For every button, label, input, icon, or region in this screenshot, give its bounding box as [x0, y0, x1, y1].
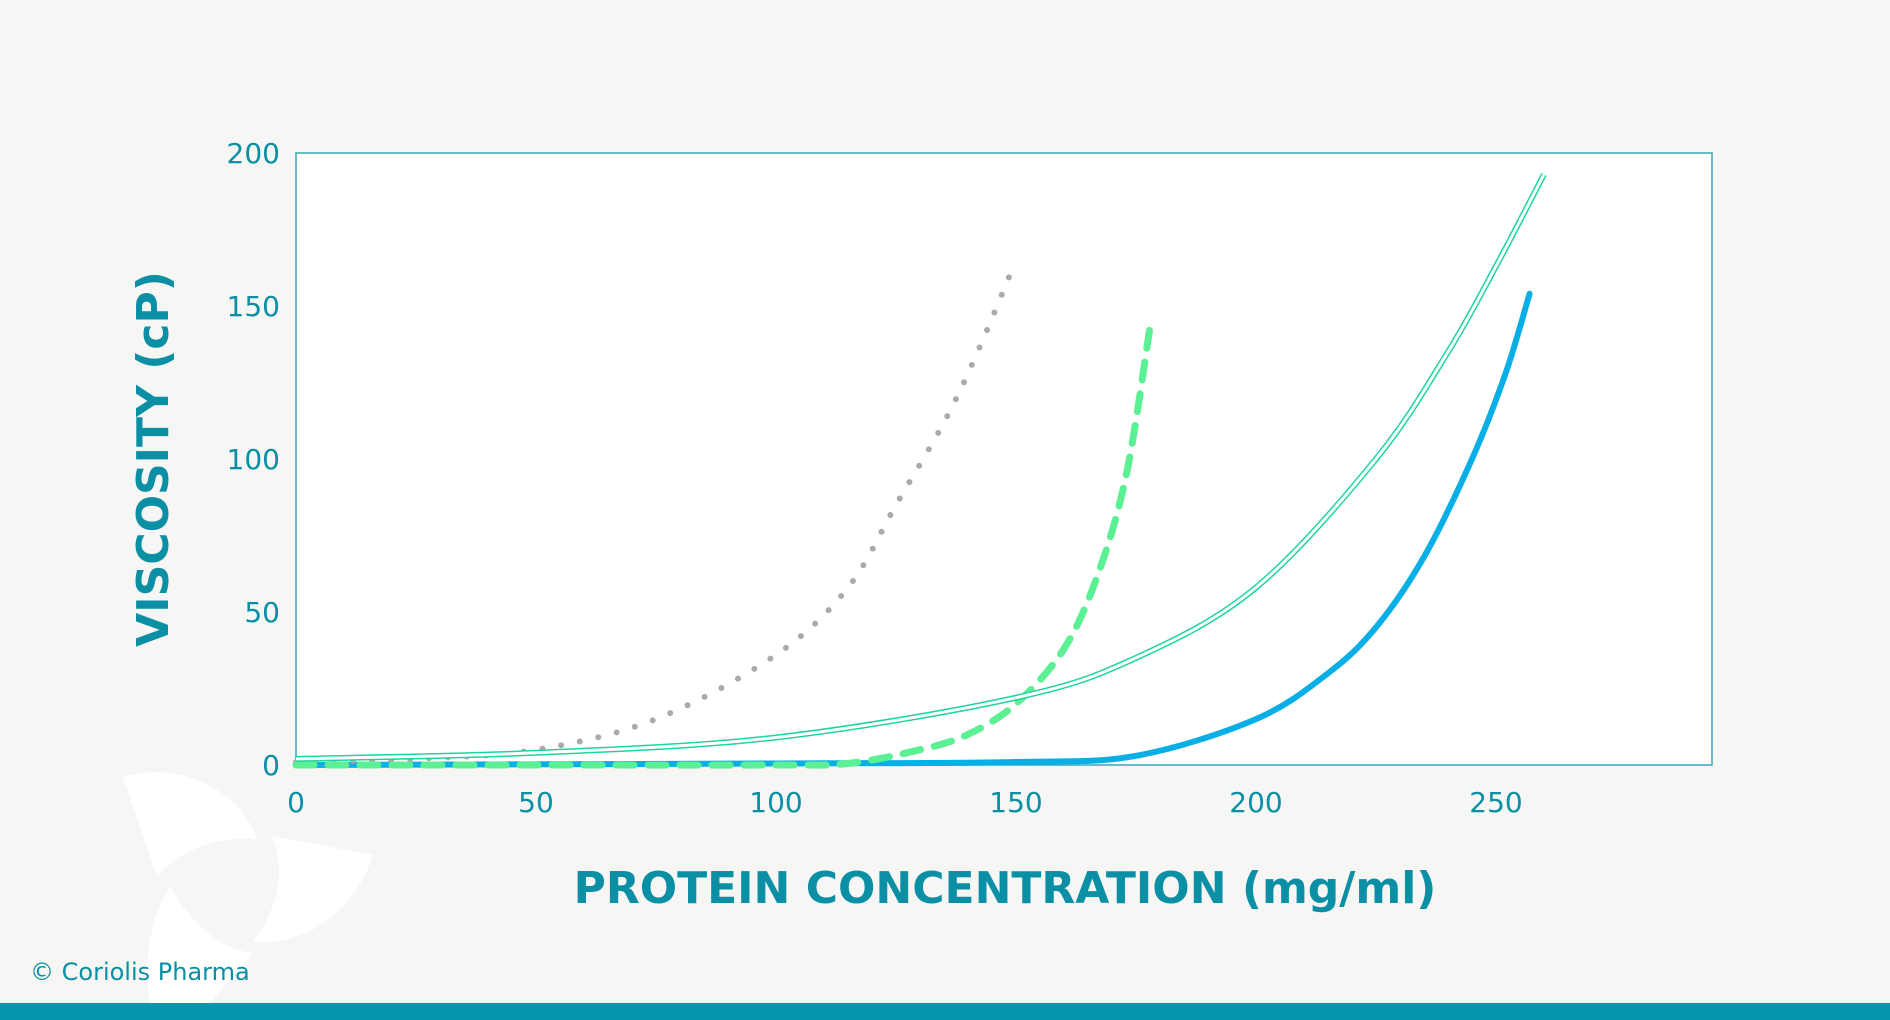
y-tick-label: 200: [227, 137, 280, 170]
x-tick-label: 100: [749, 786, 802, 819]
x-tick-label: 200: [1229, 786, 1282, 819]
y-axis-title: VISCOSITY (cP): [128, 271, 179, 647]
series-line-dashed: [292, 320, 1154, 769]
series-line-double-inner: [295, 173, 1546, 761]
x-tick-label: 0: [287, 786, 305, 819]
x-tick-label: 150: [989, 786, 1042, 819]
y-tick-label: 150: [227, 290, 280, 323]
y-tick-label: 0: [262, 749, 280, 782]
x-tick-label: 250: [1469, 786, 1522, 819]
logo-watermark: [123, 772, 373, 1003]
x-tick-label: 50: [518, 786, 554, 819]
y-tick-label: 100: [227, 443, 280, 476]
copyright-text: © Coriolis Pharma: [30, 958, 250, 986]
x-axis-title: PROTEIN CONCENTRATION (mg/ml): [574, 863, 1437, 914]
bottom-bar: [0, 1003, 1890, 1020]
plot-area: [295, 152, 1713, 766]
y-tick-label: 50: [244, 596, 280, 629]
